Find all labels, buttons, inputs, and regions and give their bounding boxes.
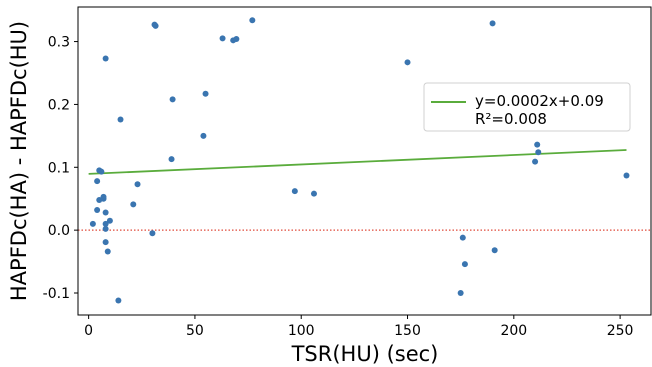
data-point [457, 290, 464, 296]
data-point [169, 96, 176, 103]
legend-r-squared: R²=0.008 [475, 110, 547, 128]
data-point [532, 158, 539, 165]
data-point [134, 181, 141, 188]
data-point [249, 17, 256, 24]
x-tick-label: 100 [288, 323, 315, 339]
data-point [461, 261, 468, 268]
data-point [102, 239, 109, 246]
data-point [459, 234, 466, 241]
data-point [94, 207, 101, 214]
data-point [152, 22, 159, 29]
data-point [115, 297, 122, 304]
x-tick-label: 50 [186, 323, 204, 339]
tick-layer: 0 50 100 150 200 250 -0.1 0.0 0.1 0.2 0.3 [43, 35, 634, 339]
data-point [89, 220, 96, 227]
data-point [534, 141, 541, 148]
data-point [104, 248, 111, 255]
data-point [98, 168, 105, 175]
y-tick-label: 0.0 [48, 223, 70, 239]
data-point [491, 247, 498, 254]
data-point [102, 220, 109, 227]
data-point [310, 190, 317, 197]
data-point [219, 35, 226, 42]
data-point [100, 193, 107, 200]
data-point [404, 59, 411, 66]
data-point [117, 116, 124, 123]
data-point [102, 55, 109, 62]
data-point [130, 201, 137, 208]
data-point [623, 172, 630, 179]
data-point [489, 20, 496, 27]
data-point [233, 36, 240, 43]
x-tick-label: 150 [394, 323, 421, 339]
data-point [102, 209, 109, 216]
plot-frame [77, 6, 652, 316]
y-tick-label: -0.1 [43, 286, 70, 302]
data-point [168, 156, 175, 163]
data-point [535, 149, 542, 156]
y-axis-label: HAPFDc(HA) - HAPFDc(HU) [7, 21, 31, 301]
y-tick-label: 0.1 [48, 160, 70, 176]
data-point [102, 225, 109, 232]
data-point [200, 132, 207, 139]
x-axis-label: TSR(HU) (sec) [291, 342, 439, 366]
legend-equation: y=0.0002x+0.09 [475, 92, 604, 110]
data-point [149, 230, 156, 237]
legend: y=0.0002x+0.09 R²=0.008 [423, 82, 631, 132]
plot-layer [78, 17, 651, 304]
x-tick-label: 200 [500, 323, 527, 339]
y-tick-label: 0.3 [48, 35, 70, 51]
x-tick-label: 0 [84, 323, 93, 339]
x-tick-label: 250 [607, 323, 634, 339]
y-tick-label: 0.2 [48, 97, 70, 113]
data-point [291, 188, 298, 195]
data-point [94, 178, 101, 185]
data-point [202, 90, 209, 97]
legend-box [423, 82, 631, 132]
data-point [106, 217, 113, 224]
